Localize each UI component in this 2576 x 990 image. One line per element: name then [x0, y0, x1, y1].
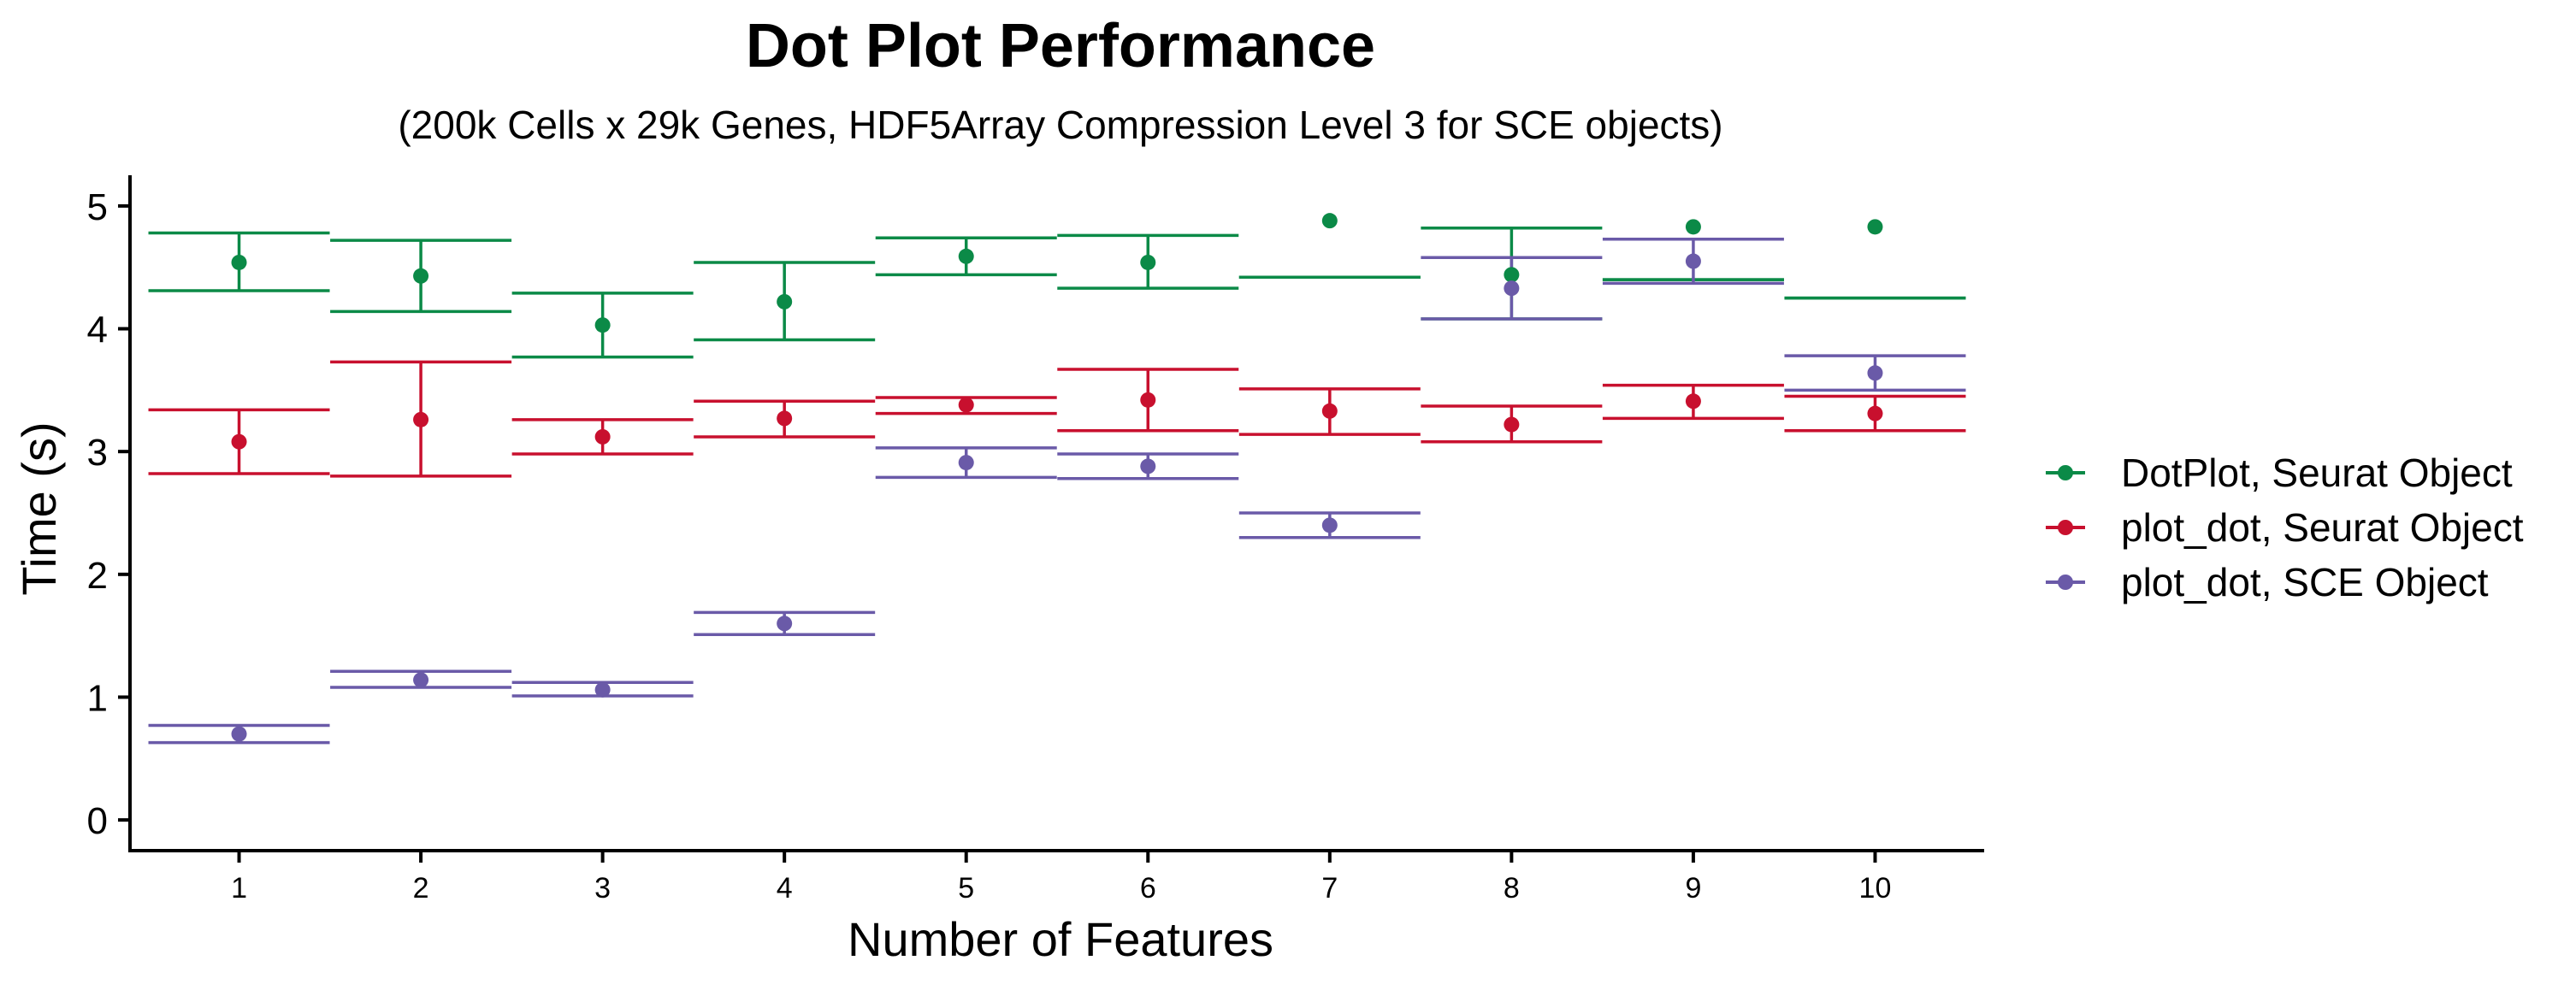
data-point: [594, 681, 611, 698]
data-point: [1321, 403, 1338, 419]
x-tick-label: 9: [1685, 872, 1701, 905]
data-point: [958, 455, 974, 471]
y-axis-title: Time (s): [12, 421, 66, 595]
x-tick-label: 7: [1321, 872, 1338, 905]
legend: DotPlot, Seurat Object plot_dot, Seurat O…: [2046, 451, 2524, 604]
data-point: [594, 317, 611, 333]
data-point: [413, 268, 429, 284]
data-point: [958, 248, 974, 264]
y-tick-label: 2: [87, 555, 108, 597]
data-point: [1685, 219, 1701, 235]
y-tick-label: 1: [87, 677, 108, 719]
data-point: [413, 411, 429, 427]
x-tick-label: 2: [413, 872, 429, 905]
x-tick-label: 6: [1140, 872, 1156, 905]
data-point: [1504, 416, 1520, 433]
data-point: [231, 254, 247, 270]
data-point: [1504, 267, 1520, 283]
y-tick-label: 4: [87, 309, 108, 351]
data-point: [231, 433, 247, 450]
x-tick-label: 10: [1859, 872, 1892, 905]
plot-area: 0 1 2 3 4 5 1 2 3 4 5 6 7 8 9 10: [87, 175, 1984, 905]
legend-label: plot_dot, Seurat Object: [2121, 505, 2524, 550]
data-point: [1867, 405, 1883, 421]
data-point: [1140, 392, 1156, 408]
legend-key-dot: [2058, 575, 2073, 590]
data-point: [1140, 458, 1156, 474]
data-point: [1504, 280, 1520, 297]
x-tick-label: 1: [231, 872, 247, 905]
y-tick-label: 5: [87, 186, 108, 228]
data-point: [1685, 253, 1701, 269]
data-point: [1321, 517, 1338, 533]
chart-title: Dot Plot Performance: [746, 12, 1375, 80]
data-point: [777, 293, 793, 309]
data-point: [594, 428, 611, 445]
data-point: [1140, 254, 1156, 270]
legend-label: DotPlot, Seurat Object: [2121, 451, 2513, 495]
legend-key-dot: [2058, 465, 2073, 480]
x-tick-label: 3: [594, 872, 611, 905]
y-tick-label: 3: [87, 432, 108, 474]
chart-subtitle: (200k Cells x 29k Genes, HDF5Array Compr…: [398, 103, 1722, 147]
x-axis-title: Number of Features: [848, 912, 1273, 966]
data-point: [1321, 213, 1338, 229]
x-tick-label: 5: [958, 872, 974, 905]
legend-key-dot: [2058, 520, 2073, 535]
data-point: [958, 397, 974, 413]
data-point: [231, 726, 247, 742]
data-point: [1685, 393, 1701, 410]
data-point: [1867, 365, 1883, 381]
legend-label: plot_dot, SCE Object: [2121, 560, 2489, 604]
data-point: [777, 410, 793, 427]
x-tick-label: 8: [1504, 872, 1520, 905]
data-point: [413, 672, 429, 688]
x-tick-label: 4: [777, 872, 793, 905]
data-point: [777, 616, 793, 632]
y-tick-label: 0: [87, 800, 108, 842]
data-point: [1867, 219, 1883, 235]
